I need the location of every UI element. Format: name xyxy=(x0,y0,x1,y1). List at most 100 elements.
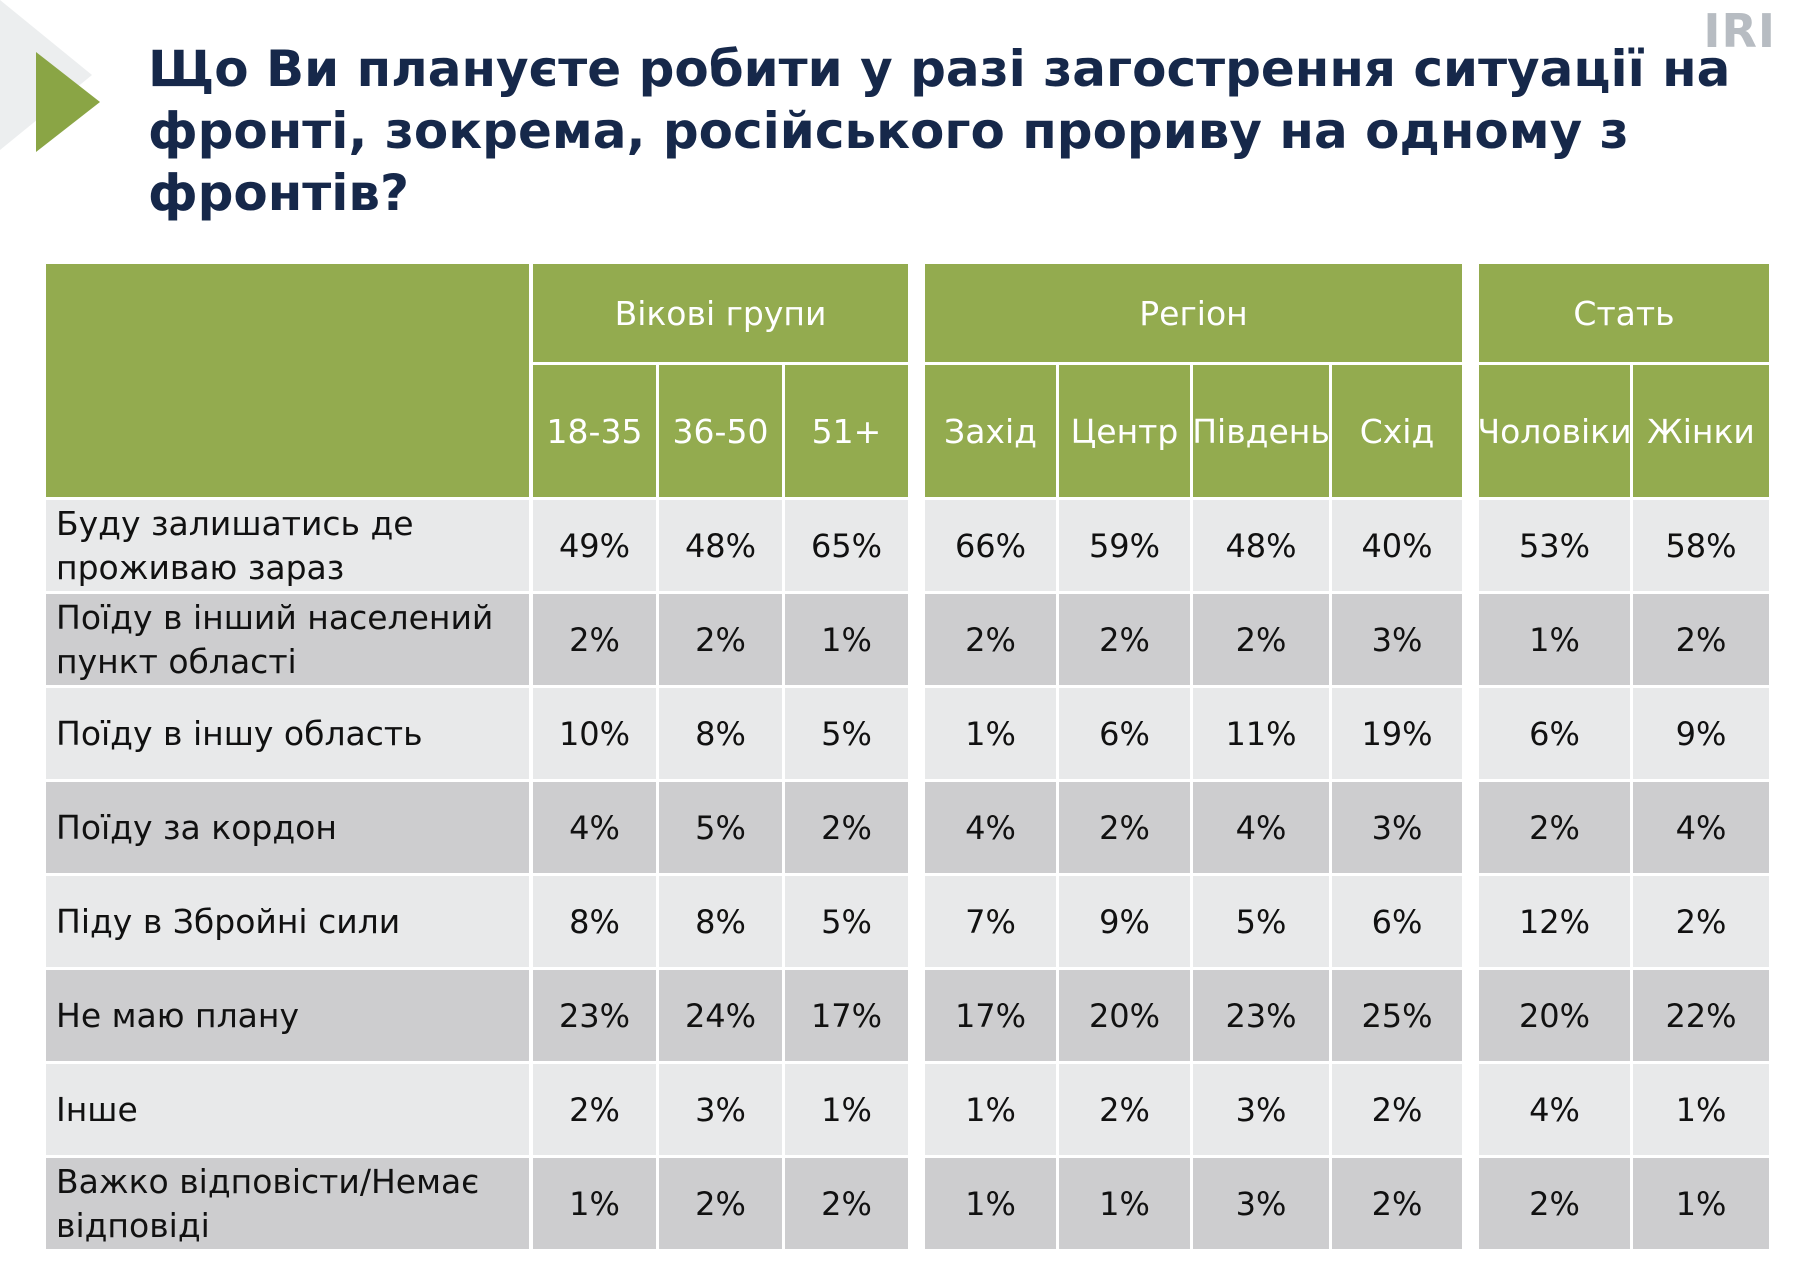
table-cell-value: 1% xyxy=(785,594,908,685)
table-cell-value: 9% xyxy=(1059,876,1190,967)
column-header: Південь xyxy=(1192,365,1330,497)
table-cell-value: 2% xyxy=(1633,876,1769,967)
table-cell-value: 2% xyxy=(785,1158,908,1249)
table-cell-value: 1% xyxy=(1633,1064,1769,1155)
row-label: Поїду в іншу область xyxy=(46,688,529,779)
row-label: Важко відповісти/Немає відповіді xyxy=(46,1158,529,1249)
table-cell-value: 17% xyxy=(785,970,908,1061)
table-cell-value: 66% xyxy=(925,500,1056,591)
table-cell-value: 1% xyxy=(1479,594,1630,685)
group-header: Стать xyxy=(1479,264,1769,362)
table-cell-value: 4% xyxy=(1193,782,1329,873)
column-header: 18-35 xyxy=(533,365,656,497)
table-cell-value: 1% xyxy=(1633,1158,1769,1249)
table-cell-value: 2% xyxy=(1332,1158,1462,1249)
table-cell-value: 11% xyxy=(1193,688,1329,779)
green-arrow-icon xyxy=(36,52,100,152)
table-cell-value: 20% xyxy=(1059,970,1190,1061)
table-cell-value: 3% xyxy=(1332,782,1462,873)
page-title-line: фронтів? xyxy=(148,164,410,222)
table-cell-value: 22% xyxy=(1633,970,1769,1061)
brand-logo: IRI xyxy=(1703,4,1776,58)
table-cell-value: 5% xyxy=(659,782,782,873)
table-cell-value: 5% xyxy=(1193,876,1329,967)
table-cell-value: 24% xyxy=(659,970,782,1061)
row-label: Не маю плану xyxy=(46,970,529,1061)
table-cell-value: 17% xyxy=(925,970,1056,1061)
table-cell-value: 1% xyxy=(785,1064,908,1155)
table-cell-value: 65% xyxy=(785,500,908,591)
table-cell-value: 6% xyxy=(1479,688,1630,779)
table-cell-value: 1% xyxy=(925,688,1056,779)
corner-decoration xyxy=(0,0,100,152)
table-cell-value: 2% xyxy=(925,594,1056,685)
row-label: Піду в Збройні сили xyxy=(46,876,529,967)
table-cell-value: 23% xyxy=(533,970,656,1061)
table-cell-value: 4% xyxy=(925,782,1056,873)
table-cell-value: 58% xyxy=(1633,500,1769,591)
column-header: Центр xyxy=(1059,365,1190,497)
table-cell-value: 1% xyxy=(1059,1158,1190,1249)
table-cell-value: 48% xyxy=(659,500,782,591)
table-cell-value: 2% xyxy=(1059,1064,1190,1155)
table-cell-value: 2% xyxy=(1059,594,1190,685)
table-cell-value: 2% xyxy=(533,594,656,685)
table-cell-value: 2% xyxy=(1332,1064,1462,1155)
table-cell-value: 3% xyxy=(1193,1064,1329,1155)
column-header: Чоловіки xyxy=(1477,365,1632,497)
table-cell-value: 1% xyxy=(533,1158,656,1249)
column-header: Схід xyxy=(1332,365,1462,497)
table-cell-value: 4% xyxy=(1479,1064,1630,1155)
table-cell-value: 5% xyxy=(785,876,908,967)
table-cell-value: 2% xyxy=(1193,594,1329,685)
table-cell-value: 2% xyxy=(1059,782,1190,873)
column-header: Жінки xyxy=(1633,365,1769,497)
table-cell-value: 19% xyxy=(1332,688,1462,779)
group-header: Регіон xyxy=(925,264,1462,362)
table-cell-value: 2% xyxy=(785,782,908,873)
row-label: Буду залишатись де проживаю зараз xyxy=(46,500,529,591)
table-cell-value: 8% xyxy=(659,876,782,967)
table-cell-value: 4% xyxy=(1633,782,1769,873)
table-cell-value: 59% xyxy=(1059,500,1190,591)
table-cell-value: 2% xyxy=(1479,1158,1630,1249)
table-cell-value: 6% xyxy=(1332,876,1462,967)
table-cell-value: 2% xyxy=(1633,594,1769,685)
table-cell-value: 2% xyxy=(533,1064,656,1155)
column-header: 51+ xyxy=(785,365,908,497)
table-cell-value: 2% xyxy=(659,1158,782,1249)
table-cell-value: 53% xyxy=(1479,500,1630,591)
table-cell-value: 49% xyxy=(533,500,656,591)
table-cell-value: 3% xyxy=(659,1064,782,1155)
table-cell-value: 5% xyxy=(785,688,908,779)
row-label: Інше xyxy=(46,1064,529,1155)
table-cell-value: 8% xyxy=(533,876,656,967)
table-cell-value: 6% xyxy=(1059,688,1190,779)
table-cell-value: 3% xyxy=(1332,594,1462,685)
table-cell-value: 25% xyxy=(1332,970,1462,1061)
group-header: Вікові групи xyxy=(533,264,908,362)
table-cell-value: 7% xyxy=(925,876,1056,967)
table-cell-value: 40% xyxy=(1332,500,1462,591)
table-cell-value: 8% xyxy=(659,688,782,779)
table-cell-value: 48% xyxy=(1193,500,1329,591)
table-cell-value: 2% xyxy=(1479,782,1630,873)
row-label: Поїду в інший населений пункт області xyxy=(46,594,529,685)
table-cell-value: 1% xyxy=(925,1158,1056,1249)
table-cell-value: 23% xyxy=(1193,970,1329,1061)
row-label: Поїду за кордон xyxy=(46,782,529,873)
header-corner-blank xyxy=(46,264,529,497)
table-cell-value: 3% xyxy=(1193,1158,1329,1249)
table-cell-value: 10% xyxy=(533,688,656,779)
page-title-line: Що Ви плануєте робити у разі загострення… xyxy=(148,40,1731,98)
table-cell-value: 4% xyxy=(533,782,656,873)
table-cell-value: 1% xyxy=(925,1064,1056,1155)
table-cell-value: 9% xyxy=(1633,688,1769,779)
column-header: Захід xyxy=(925,365,1056,497)
page-title-line: фронті, зокрема, російського прориву на … xyxy=(148,102,1629,160)
page-title: Що Ви плануєте робити у разі загострення… xyxy=(148,38,1731,224)
column-header: 36-50 xyxy=(659,365,782,497)
table-cell-value: 20% xyxy=(1479,970,1630,1061)
table-cell-value: 2% xyxy=(659,594,782,685)
table-cell-value: 12% xyxy=(1479,876,1630,967)
